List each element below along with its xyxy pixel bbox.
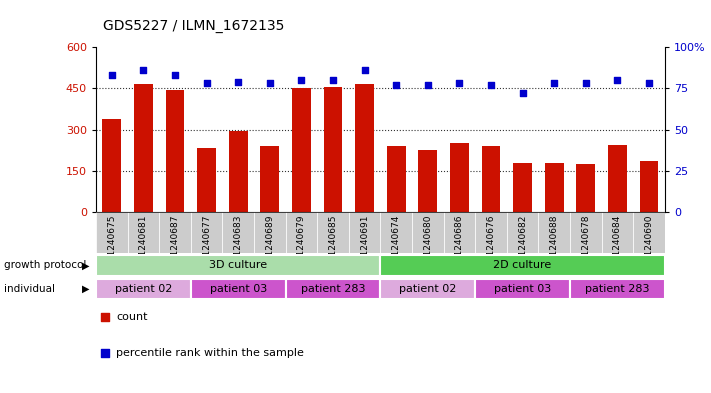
Bar bbox=[475, 212, 507, 253]
Point bbox=[486, 82, 497, 88]
Point bbox=[296, 77, 307, 83]
Bar bbox=[639, 161, 658, 212]
Text: individual: individual bbox=[4, 284, 55, 294]
FancyBboxPatch shape bbox=[570, 279, 665, 299]
Text: GSM1240689: GSM1240689 bbox=[265, 214, 274, 275]
Text: GSM1240679: GSM1240679 bbox=[297, 214, 306, 275]
Text: GDS5227 / ILMN_1672135: GDS5227 / ILMN_1672135 bbox=[103, 18, 284, 33]
Bar bbox=[317, 212, 349, 253]
Text: ▶: ▶ bbox=[82, 284, 89, 294]
Text: patient 283: patient 283 bbox=[301, 284, 365, 294]
Point bbox=[169, 72, 181, 78]
Text: 3D culture: 3D culture bbox=[209, 260, 267, 270]
Text: patient 03: patient 03 bbox=[210, 284, 267, 294]
Bar bbox=[127, 212, 159, 253]
Text: GSM1240680: GSM1240680 bbox=[423, 214, 432, 275]
Bar bbox=[166, 90, 184, 212]
Point bbox=[232, 79, 244, 85]
Text: GSM1240677: GSM1240677 bbox=[202, 214, 211, 275]
Text: 2D culture: 2D culture bbox=[493, 260, 552, 270]
Point bbox=[452, 149, 464, 155]
Bar bbox=[191, 212, 223, 253]
Text: GSM1240691: GSM1240691 bbox=[360, 214, 369, 275]
Text: patient 02: patient 02 bbox=[399, 284, 456, 294]
Bar bbox=[324, 87, 343, 212]
Point bbox=[422, 82, 434, 88]
Bar bbox=[159, 212, 191, 253]
Text: GSM1240688: GSM1240688 bbox=[550, 214, 559, 275]
Bar bbox=[355, 84, 374, 212]
Bar bbox=[292, 88, 311, 212]
Bar bbox=[444, 212, 475, 253]
Text: percentile rank within the sample: percentile rank within the sample bbox=[116, 348, 304, 358]
Text: GSM1240681: GSM1240681 bbox=[139, 214, 148, 275]
Text: patient 02: patient 02 bbox=[114, 284, 172, 294]
Text: count: count bbox=[116, 312, 147, 321]
Bar bbox=[223, 212, 254, 253]
Point bbox=[611, 77, 623, 83]
Text: GSM1240686: GSM1240686 bbox=[455, 214, 464, 275]
Point bbox=[106, 72, 117, 78]
Point bbox=[390, 82, 402, 88]
Text: GSM1240683: GSM1240683 bbox=[234, 214, 242, 275]
Point bbox=[201, 80, 213, 86]
FancyBboxPatch shape bbox=[96, 279, 191, 299]
Point bbox=[327, 77, 338, 83]
Text: patient 283: patient 283 bbox=[585, 284, 650, 294]
Point bbox=[643, 80, 655, 86]
Text: patient 03: patient 03 bbox=[494, 284, 551, 294]
FancyBboxPatch shape bbox=[191, 279, 286, 299]
Bar bbox=[634, 212, 665, 253]
Bar bbox=[507, 212, 538, 253]
Text: GSM1240676: GSM1240676 bbox=[486, 214, 496, 275]
Bar bbox=[286, 212, 317, 253]
Bar bbox=[387, 146, 406, 212]
FancyBboxPatch shape bbox=[380, 255, 665, 276]
FancyBboxPatch shape bbox=[286, 279, 380, 299]
Bar bbox=[538, 212, 570, 253]
Point bbox=[548, 80, 560, 86]
Bar bbox=[254, 212, 286, 253]
Text: ▶: ▶ bbox=[82, 260, 89, 270]
Text: GSM1240685: GSM1240685 bbox=[328, 214, 338, 275]
Bar bbox=[412, 212, 444, 253]
Bar bbox=[260, 146, 279, 212]
Bar bbox=[102, 119, 122, 212]
Bar bbox=[481, 146, 501, 212]
Bar bbox=[513, 163, 532, 212]
Bar bbox=[349, 212, 380, 253]
Bar bbox=[570, 212, 602, 253]
Bar bbox=[197, 147, 216, 212]
Text: GSM1240690: GSM1240690 bbox=[644, 214, 653, 275]
Bar bbox=[450, 143, 469, 212]
Bar bbox=[545, 163, 564, 212]
Bar bbox=[380, 212, 412, 253]
Bar bbox=[229, 131, 247, 212]
Point bbox=[264, 80, 275, 86]
Text: growth protocol: growth protocol bbox=[4, 260, 86, 270]
Text: GSM1240684: GSM1240684 bbox=[613, 214, 622, 275]
FancyBboxPatch shape bbox=[96, 255, 380, 276]
Bar bbox=[608, 145, 627, 212]
FancyBboxPatch shape bbox=[475, 279, 570, 299]
Text: GSM1240678: GSM1240678 bbox=[582, 214, 590, 275]
Point bbox=[138, 67, 149, 73]
Text: GSM1240674: GSM1240674 bbox=[392, 214, 401, 275]
Bar bbox=[602, 212, 634, 253]
Bar bbox=[577, 164, 595, 212]
Text: GSM1240682: GSM1240682 bbox=[518, 214, 527, 275]
Point bbox=[454, 80, 465, 86]
Bar bbox=[96, 212, 127, 253]
Bar bbox=[134, 84, 153, 212]
Bar bbox=[418, 150, 437, 212]
Point bbox=[359, 67, 370, 73]
Text: GSM1240687: GSM1240687 bbox=[171, 214, 179, 275]
Point bbox=[517, 90, 528, 97]
Point bbox=[580, 80, 592, 86]
FancyBboxPatch shape bbox=[380, 279, 475, 299]
Text: GSM1240675: GSM1240675 bbox=[107, 214, 117, 275]
